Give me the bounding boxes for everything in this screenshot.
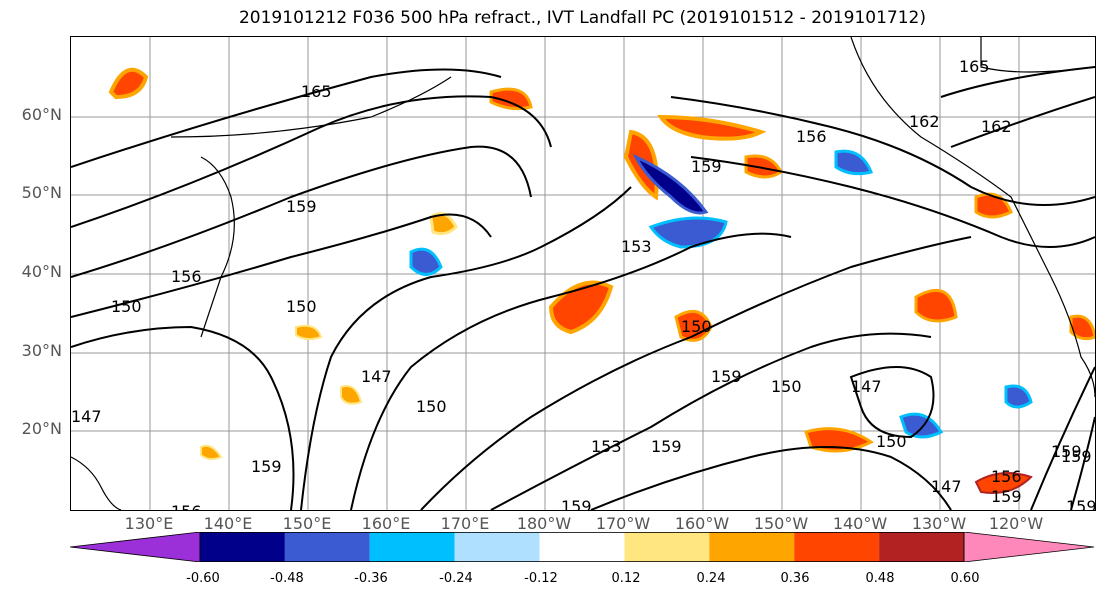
contour-label: 162 (909, 112, 940, 131)
colorbar-extend-high (963, 532, 1094, 562)
contour-label: 156 (991, 467, 1022, 486)
colorbar-segment (624, 532, 710, 562)
colorbar-extend-low (70, 532, 201, 562)
contour-label: 159 (286, 197, 317, 216)
contour-label: 165 (959, 57, 990, 76)
map-canvas (71, 37, 1095, 510)
contour-label: 150 (416, 397, 447, 416)
colorbar-tick: 0.48 (865, 571, 895, 586)
colorbar-segment (794, 532, 880, 562)
lon-label-130w: 130°W (911, 514, 967, 533)
contour-label: 159 (651, 437, 682, 456)
lon-label-160e: 160°E (361, 514, 411, 533)
lat-label-50n: 50°N (21, 183, 62, 202)
contour-label: 153 (621, 237, 652, 256)
contour-label: 153 (591, 437, 622, 456)
contour-label: 165 (301, 82, 332, 101)
colorbar-tick: 0.60 (950, 571, 980, 586)
colorbar-tick: -0.12 (524, 571, 558, 586)
lon-label-140w: 140°W (832, 514, 888, 533)
contour-label: 156 (171, 502, 202, 510)
colorbar-segment (200, 532, 285, 562)
colorbar-tick: -0.60 (186, 571, 220, 586)
lon-label-180w: 180°W (516, 514, 572, 533)
contour-label: 156 (796, 127, 827, 146)
contour-label: 156 (171, 267, 202, 286)
lat-label-20n: 20°N (21, 419, 62, 438)
contour-label: 159 (1061, 447, 1092, 466)
colorbar-segment (454, 532, 540, 562)
lon-label-140e: 140°E (203, 514, 253, 533)
contour-label: 159 (691, 157, 722, 176)
colorbar-segment (709, 532, 795, 562)
height-contours (71, 66, 1095, 510)
contour-label: 162 (981, 117, 1012, 136)
colorbar-tick: 0.36 (780, 571, 810, 586)
colorbar-tick: -0.24 (439, 571, 473, 586)
contour-label: 147 (71, 407, 102, 426)
contour-label: 159 (1051, 442, 1082, 461)
colorbar-tick: 0.12 (611, 571, 641, 586)
contour-label: 159 (711, 367, 742, 386)
lon-label-130e: 130°E (124, 514, 174, 533)
colorbar-tick: -0.36 (354, 571, 388, 586)
colorbar-tick: -0.48 (270, 571, 304, 586)
colorbar-segment (284, 532, 370, 562)
contour-label: 147 (851, 377, 882, 396)
contour-label: 150 (286, 297, 317, 316)
contour-label: 159 (991, 487, 1022, 506)
contour-label: 150 (771, 377, 802, 396)
contour-label: 147 (361, 367, 392, 386)
contour-label: 150 (111, 297, 142, 316)
colorbar-segment (879, 532, 964, 562)
map-panel: 165 165 162 162 159 159 159 159 156 156 156 153 153 1… (70, 36, 1096, 511)
map-title: 2019101212 F036 500 hPa refract., IVT La… (238, 8, 926, 28)
colorbar-tick: 0.24 (696, 571, 726, 586)
contour-label: 150 (681, 317, 712, 336)
lon-label-150e: 150°E (282, 514, 332, 533)
colorbar (70, 532, 1094, 562)
contour-label: 150 (876, 432, 907, 451)
lat-label-30n: 30°N (21, 341, 62, 360)
colorbar-segment (369, 532, 455, 562)
colorbar-segment (539, 532, 625, 562)
refractivity-shading (108, 67, 1095, 494)
contour-label: 147 (931, 477, 962, 496)
graticule (71, 37, 1095, 510)
lon-label-150w: 150°W (753, 514, 809, 533)
lon-label-120w: 120°W (988, 514, 1044, 533)
contour-label: 159 (251, 457, 282, 476)
contour-label: 159 (1066, 497, 1096, 511)
lat-label-40n: 40°N (21, 262, 62, 281)
contour-label-layer: 165 165 162 162 159 159 159 159 156 156 156 153 153 1… (71, 37, 1095, 510)
contour-label: 159 (561, 497, 592, 511)
lon-label-170w: 170°W (595, 514, 651, 533)
coastlines (71, 37, 1095, 510)
lon-label-160w: 160°W (674, 514, 730, 533)
lon-label-170e: 170°E (440, 514, 490, 533)
lat-label-60n: 60°N (21, 105, 62, 124)
